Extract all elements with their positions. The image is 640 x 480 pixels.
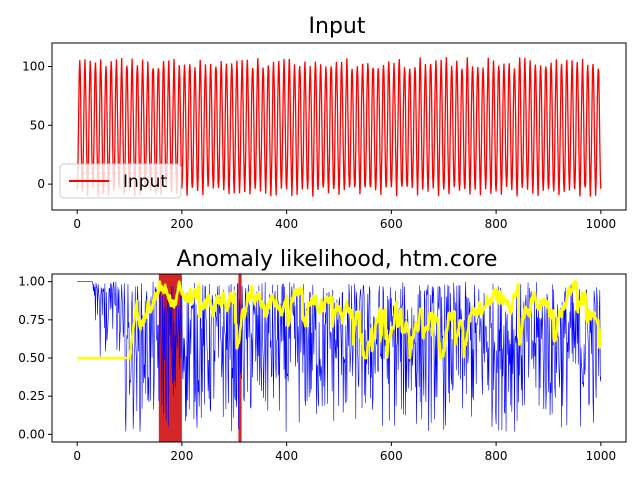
input-plot-area [76,57,602,197]
input-y-tick-label: 50 [30,118,45,132]
anomaly-x-tick-label: 600 [380,449,403,463]
input-y-axis: 0 50 100 [22,60,52,191]
anomaly-chart-title: Anomaly likelihood, htm.core [177,247,498,272]
input-subplot: Input 0 200 400 600 800 1000 0 50 100 Input [22,14,627,231]
anomaly-plot-area [76,274,603,442]
input-x-tick-label: 800 [485,217,508,231]
input-legend: Input [59,163,182,199]
input-series-line [76,57,602,197]
anomaly-y-tick-label: 0.75 [18,313,45,327]
legend-label-input: Input [123,172,167,192]
anomaly-y-tick-label: 0.50 [18,351,45,365]
anomaly-x-tick-label: 0 [73,449,81,463]
anomaly-y-tick-label: 0.25 [18,389,45,403]
anomaly-likelihood-line [76,280,603,360]
anomaly-x-axis: 0 200 400 600 800 1000 [73,442,616,463]
legend-box [59,163,182,199]
anomaly-x-tick-label: 1000 [586,449,617,463]
anomaly-subplot: Anomaly likelihood, htm.core 0 200 400 600 8… [18,247,627,463]
anomaly-y-tick-label: 0.00 [18,427,45,441]
input-x-tick-label: 400 [275,217,298,231]
anomaly-x-tick-label: 800 [485,449,508,463]
anomaly-x-tick-label: 400 [275,449,298,463]
input-y-tick-label: 100 [22,60,45,74]
input-axes-frame [51,42,627,211]
anomaly-y-axis: 0.00 0.25 0.50 0.75 1.00 [18,275,52,441]
input-chart-title: Input [309,14,366,39]
input-x-tick-label: 1000 [586,217,617,231]
input-x-tick-label: 0 [73,217,81,231]
anomaly-x-tick-label: 200 [170,449,193,463]
input-y-tick-label: 0 [37,177,45,191]
anomaly-score-line [77,281,602,432]
anomaly-y-tick-label: 1.00 [18,275,45,289]
input-x-tick-label: 200 [170,217,193,231]
input-x-tick-label: 600 [380,217,403,231]
input-x-axis: 0 200 400 600 800 1000 [73,210,616,231]
